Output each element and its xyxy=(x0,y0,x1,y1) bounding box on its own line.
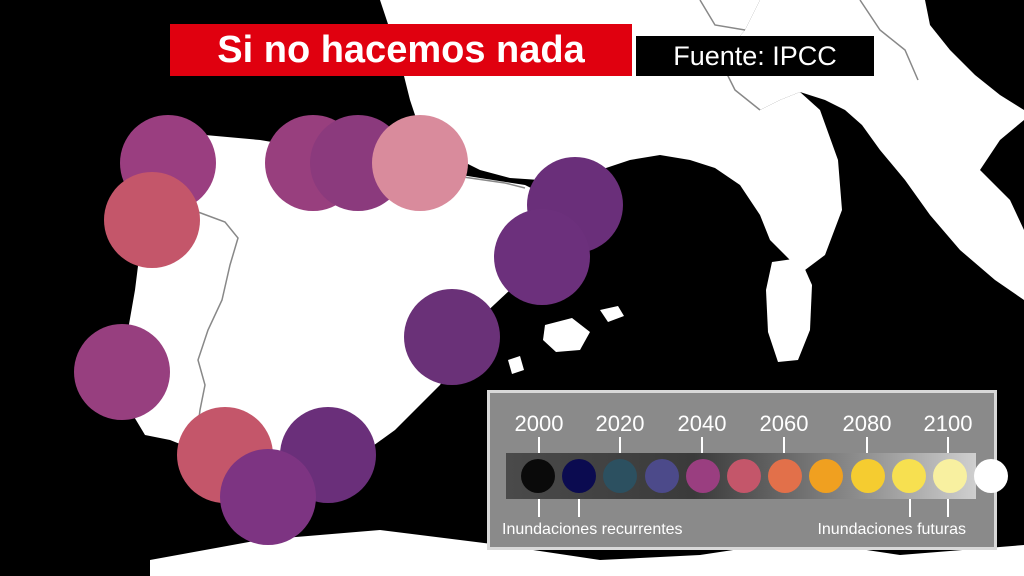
impact-markers xyxy=(74,115,623,545)
impact-marker-algarve xyxy=(74,324,170,420)
ibiza-island xyxy=(508,356,524,374)
iberia-land xyxy=(122,135,560,490)
legend-note-future: Inundaciones futuras xyxy=(817,521,966,538)
legend-swatch xyxy=(809,459,844,493)
legend-swatch xyxy=(727,459,761,493)
year-legend: 2000 2020 2040 2060 2080 2100 Inundacion… xyxy=(487,390,1009,550)
legend-tick xyxy=(701,437,703,453)
legend-year-label: 2060 xyxy=(759,411,809,436)
legend-swatch xyxy=(850,459,885,493)
legend-swatch xyxy=(521,459,555,493)
legend-tick xyxy=(866,437,868,453)
legend-swatch xyxy=(603,459,638,493)
legend-swatch xyxy=(644,459,679,493)
adriatic-sea xyxy=(925,0,1024,110)
legend-tick xyxy=(783,437,785,453)
legend-tick xyxy=(947,499,949,517)
legend-year-label: 2100 xyxy=(923,411,973,436)
legend-tick xyxy=(538,499,540,517)
legend-tick xyxy=(538,437,540,453)
legend-swatch xyxy=(562,459,597,493)
legend-year-label: 2000 xyxy=(514,411,564,436)
legend-year-label: 2040 xyxy=(677,411,727,436)
impact-marker-barcelona xyxy=(494,209,590,305)
impact-marker-valencia xyxy=(404,289,500,385)
page-title: Si no hacemos nada xyxy=(170,24,632,76)
legend-note-recurring: Inundaciones recurrentes xyxy=(502,521,683,538)
impact-marker-cadiz xyxy=(220,449,316,545)
legend-swatch xyxy=(685,459,720,493)
legend-year-label: 2080 xyxy=(842,411,892,436)
legend-tick xyxy=(578,499,580,517)
legend-swatch xyxy=(891,459,926,493)
legend-swatch xyxy=(768,459,803,493)
legend-year-label: 2020 xyxy=(595,411,645,436)
legend-swatch xyxy=(974,459,1009,493)
legend-swatch xyxy=(933,459,967,493)
sardinia-island xyxy=(766,258,812,362)
legend-tick xyxy=(947,437,949,453)
impact-marker-galicia-coast xyxy=(104,172,200,268)
impact-marker-basque-country xyxy=(372,115,468,211)
portugal-border xyxy=(194,211,239,451)
legend-tick xyxy=(619,437,621,453)
menorca-island xyxy=(600,306,624,322)
legend-tick xyxy=(909,499,911,517)
source-label: Fuente: IPCC xyxy=(636,36,874,76)
corsica-island xyxy=(780,178,806,248)
mallorca-island xyxy=(543,318,590,352)
